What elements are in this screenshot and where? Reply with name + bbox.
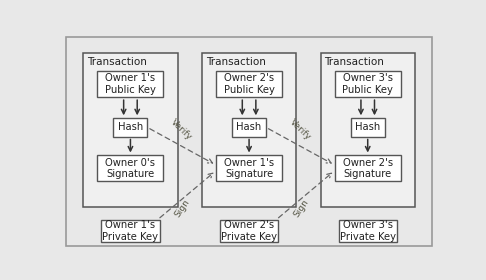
Text: Owner 2's
Public Key: Owner 2's Public Key [224,73,275,95]
Bar [98,155,163,181]
Text: Verify: Verify [288,118,313,142]
Text: Hash: Hash [355,122,381,132]
Text: Hash: Hash [118,122,143,132]
Bar [339,220,397,242]
Text: Transaction: Transaction [87,57,147,67]
Text: Owner 3's
Private Key: Owner 3's Private Key [340,220,396,242]
Bar [351,118,384,137]
Text: Owner 3's
Public Key: Owner 3's Public Key [342,73,393,95]
Text: Owner 1's
Signature: Owner 1's Signature [224,158,274,179]
Bar [216,155,282,181]
Bar [321,53,415,207]
Bar [98,71,163,97]
Bar [220,220,278,242]
Text: Owner 1's
Private Key: Owner 1's Private Key [103,220,158,242]
Text: Verify: Verify [169,118,194,142]
Bar [232,118,266,137]
Text: Owner 1's
Public Key: Owner 1's Public Key [105,73,156,95]
Text: Owner 2's
Signature: Owner 2's Signature [343,158,393,179]
Bar [202,53,296,207]
Text: Sign: Sign [292,198,311,219]
Text: Owner 0's
Signature: Owner 0's Signature [105,158,156,179]
Text: Transaction: Transaction [325,57,384,67]
Text: Owner 2's
Private Key: Owner 2's Private Key [221,220,277,242]
Text: Transaction: Transaction [206,57,266,67]
Bar [335,155,400,181]
Bar [114,118,147,137]
Bar [216,71,282,97]
Bar [335,71,400,97]
Text: Hash: Hash [237,122,261,132]
Bar [101,220,159,242]
Bar [84,53,177,207]
Text: Sign: Sign [173,198,191,219]
